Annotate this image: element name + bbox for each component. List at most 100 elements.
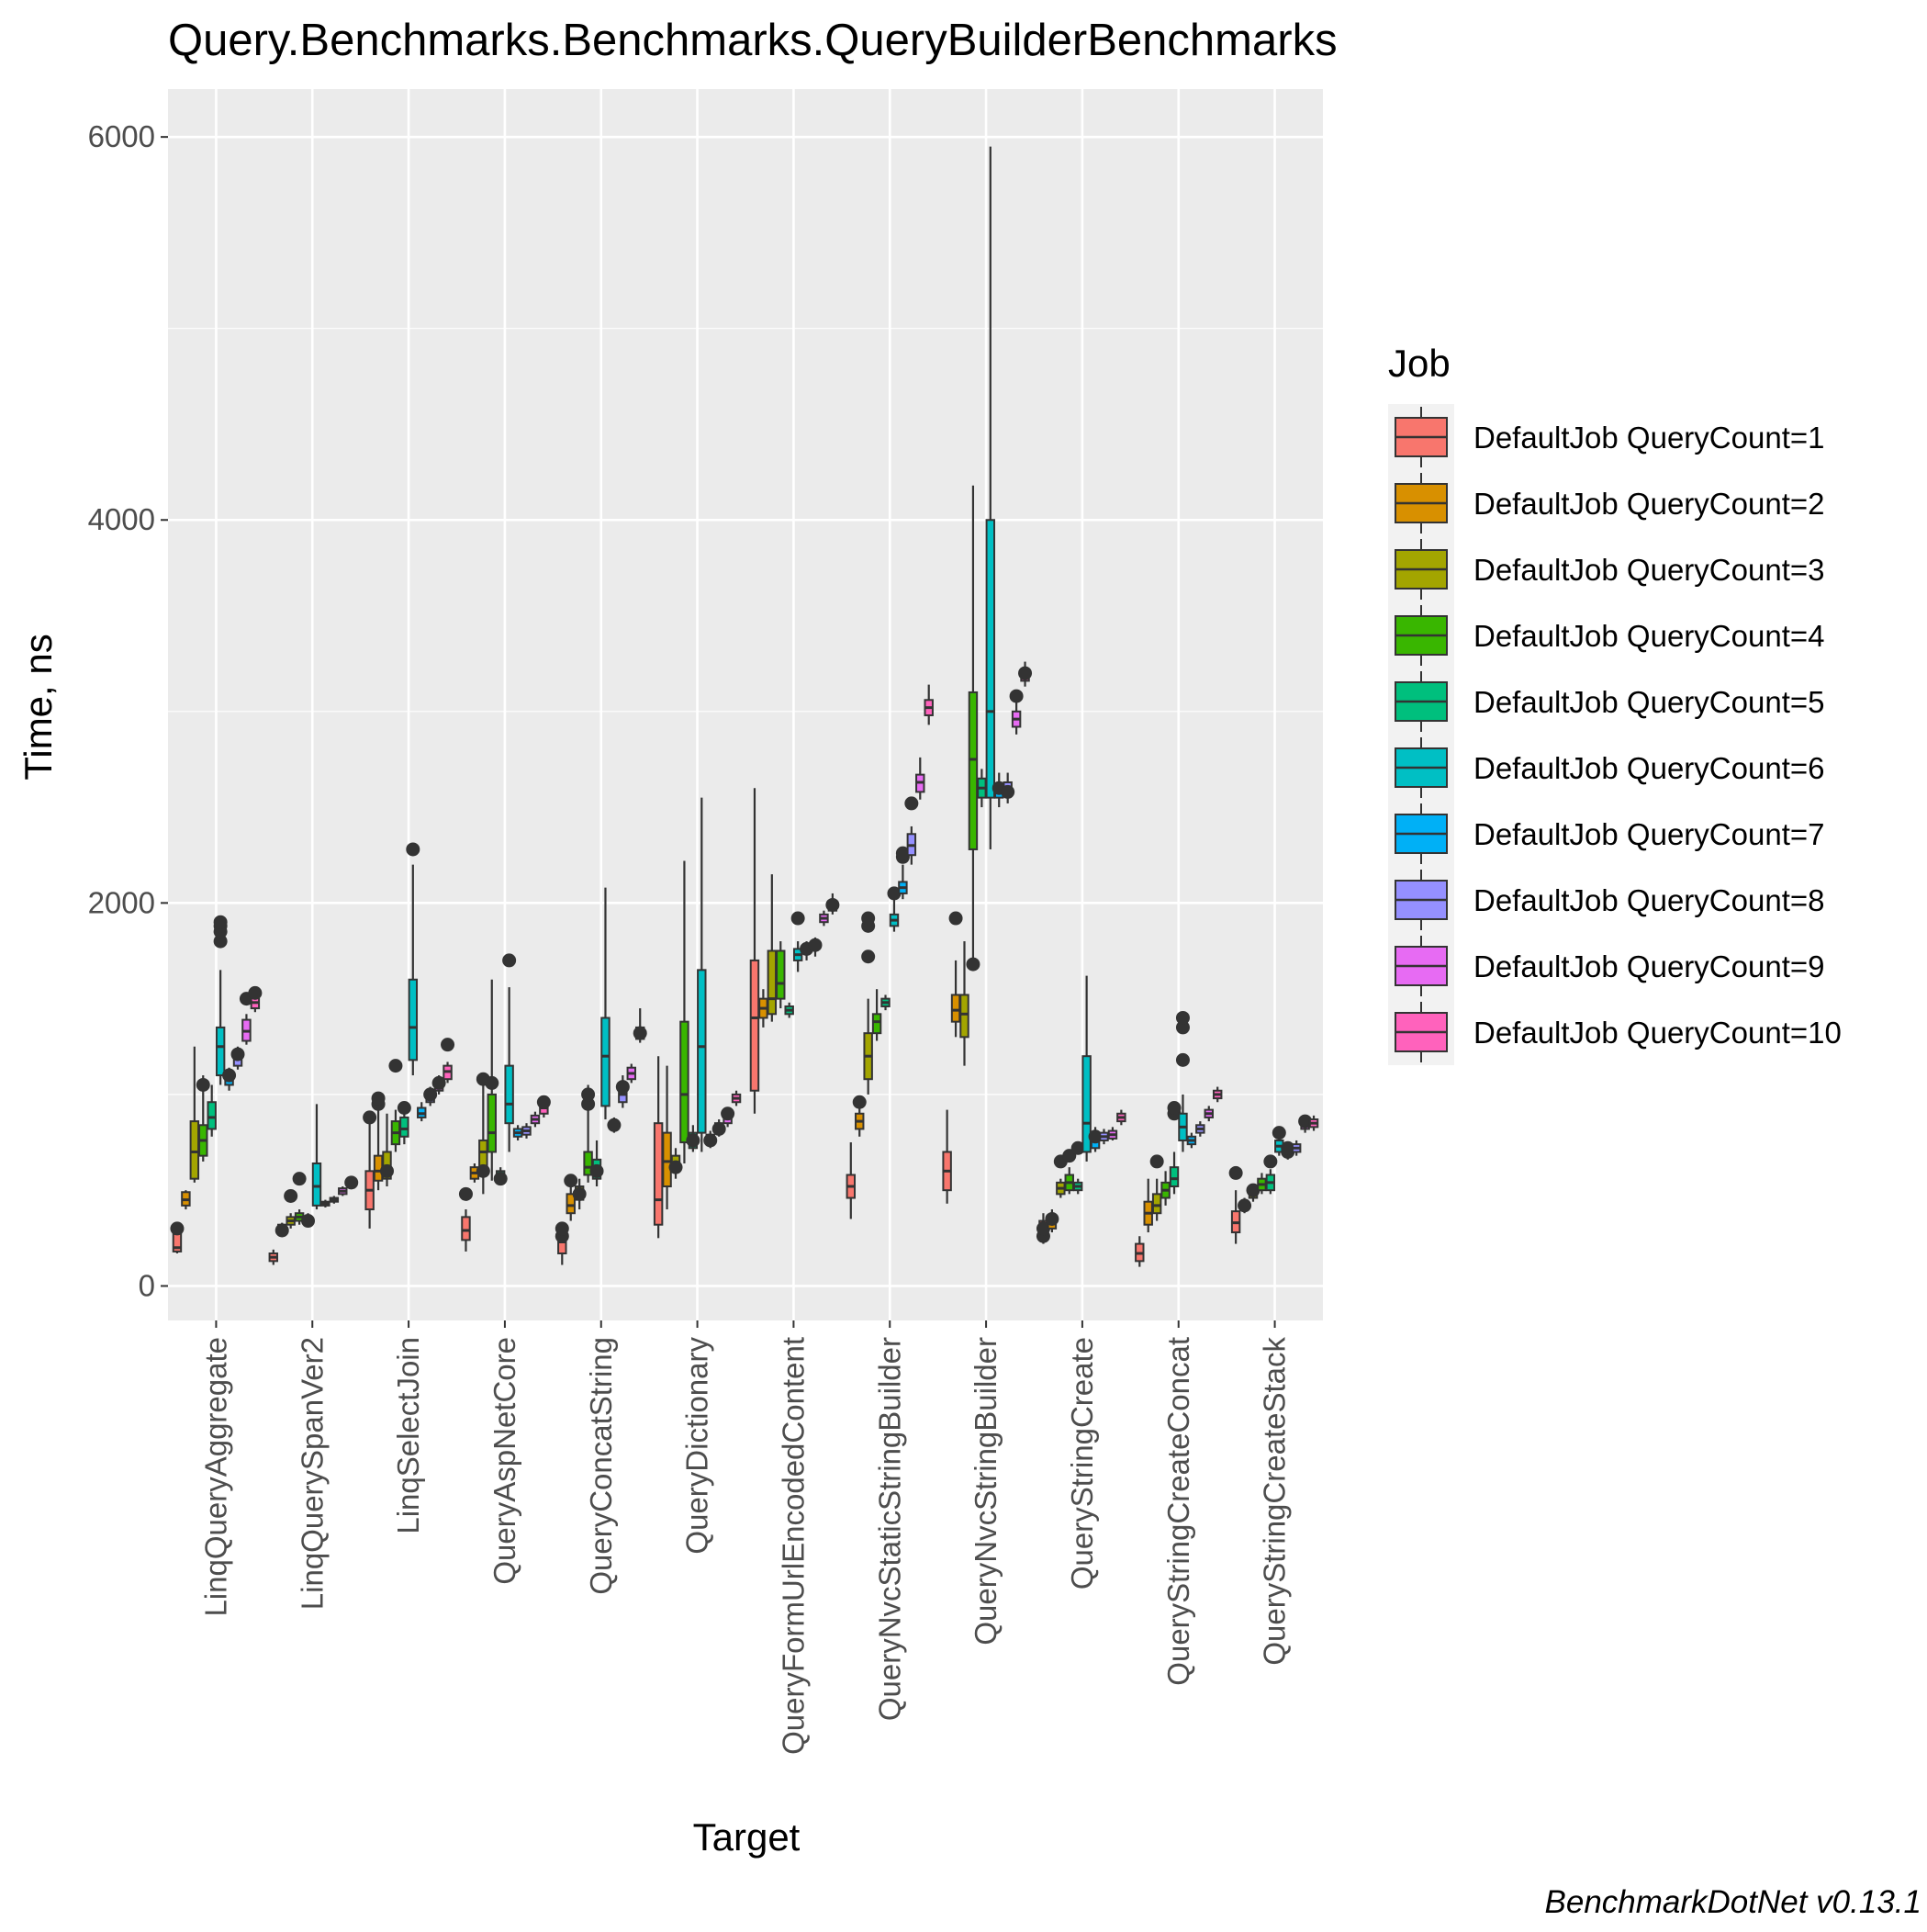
box-job-2 [662, 1065, 672, 1210]
box-body [679, 1020, 689, 1144]
box-job-8 [1099, 1129, 1109, 1145]
outlier-point [1228, 1165, 1243, 1180]
box-body [487, 1093, 497, 1153]
box-job-7 [1088, 1127, 1103, 1152]
box-job-1 [749, 788, 760, 1114]
x-axis-title: Target [693, 1815, 801, 1859]
box-job-10 [248, 985, 263, 1013]
outlier-point [861, 911, 876, 926]
outlier-point [301, 1214, 316, 1229]
outlier-point [222, 1068, 237, 1083]
box-job-2 [371, 1091, 386, 1191]
outlier-point [1149, 1154, 1164, 1169]
outlier-point [1272, 1126, 1286, 1140]
x-tick-label: LinqQueryAggregate [198, 1337, 232, 1617]
box-job-8 [904, 796, 919, 865]
outlier-point [1088, 1129, 1103, 1144]
outlier-point [555, 1221, 569, 1236]
box-body [566, 1193, 576, 1215]
box-job-5 [1070, 1140, 1085, 1195]
box-job-8 [329, 1196, 340, 1204]
box-job-1 [942, 1109, 952, 1204]
outlier-point [388, 1059, 403, 1073]
outlier-point [397, 1101, 411, 1116]
box-job-7 [417, 1102, 427, 1122]
box-job-6 [502, 953, 517, 1152]
y-tick-label: 6000 [88, 119, 155, 153]
outlier-point [1175, 1020, 1190, 1035]
x-tick-label: QueryStringCreateConcat [1161, 1337, 1195, 1686]
legend-label: DefaultJob QueryCount=8 [1473, 883, 1824, 917]
outlier-point [248, 985, 263, 1000]
outlier-point [379, 1163, 394, 1178]
box-job-6 [311, 1104, 322, 1210]
box-job-2 [758, 989, 768, 1028]
x-tick-label: QueryStringCreateStack [1258, 1337, 1292, 1666]
box-job-5 [880, 994, 891, 1011]
outlier-point [703, 1133, 718, 1148]
box-job-4 [292, 1172, 307, 1225]
legend-label: DefaultJob QueryCount=7 [1473, 817, 1824, 851]
legend-item: DefaultJob QueryCount=7 [1395, 803, 1824, 864]
outlier-point [493, 1172, 508, 1186]
legend-label: DefaultJob QueryCount=2 [1473, 487, 1824, 521]
box-body [600, 1017, 611, 1107]
outlier-point [485, 1075, 499, 1090]
outlier-point [213, 915, 228, 929]
chart-caption: BenchmarkDotNet v0.13.1 [1545, 1884, 1921, 1920]
outlier-point [615, 1080, 630, 1095]
box-job-10 [633, 1008, 647, 1043]
box-job-1 [653, 1056, 664, 1239]
box-job-9 [1204, 1106, 1214, 1122]
legend-label: DefaultJob QueryCount=6 [1473, 751, 1824, 785]
box-body [215, 1026, 226, 1077]
box-job-2 [1143, 1178, 1153, 1233]
box-job-6 [600, 887, 611, 1120]
outlier-point [170, 1221, 185, 1236]
box-job-8 [1195, 1121, 1205, 1137]
outlier-point [904, 796, 919, 811]
box-job-7 [607, 1117, 622, 1133]
box-body [871, 1013, 882, 1035]
box-job-6 [1272, 1126, 1286, 1156]
box-job-9 [1298, 1114, 1313, 1133]
legend-label: DefaultJob QueryCount=1 [1473, 421, 1824, 455]
legend-item: DefaultJob QueryCount=10 [1395, 1002, 1842, 1062]
y-tick-label: 4000 [88, 502, 155, 536]
box-body [311, 1162, 322, 1207]
box-body [653, 1122, 664, 1226]
box-body [504, 1064, 514, 1125]
box-body [583, 1151, 593, 1176]
legend-title: Job [1388, 342, 1451, 385]
box-job-4 [581, 1084, 596, 1183]
box-job-9 [915, 757, 925, 800]
box-job-5 [977, 769, 987, 808]
x-tick-label: QueryAspNetCore [487, 1337, 521, 1585]
outlier-point [536, 1095, 551, 1109]
outlier-point [284, 1188, 298, 1203]
box-job-1 [1228, 1165, 1243, 1244]
legend-item: DefaultJob QueryCount=9 [1395, 936, 1824, 996]
box-job-5 [397, 1101, 411, 1145]
box-body [207, 1101, 217, 1130]
box-job-9 [338, 1186, 348, 1196]
legend-item: DefaultJob QueryCount=5 [1395, 671, 1824, 732]
outlier-point [406, 842, 420, 857]
outlier-point [1167, 1101, 1182, 1116]
legend-label: DefaultJob QueryCount=5 [1473, 685, 1824, 719]
outlier-point [581, 1087, 596, 1102]
legend-label: DefaultJob QueryCount=4 [1473, 619, 1824, 653]
box-job-7 [800, 941, 814, 960]
box-job-6 [1175, 1010, 1190, 1152]
outlier-point [196, 1077, 210, 1092]
box-job-1 [1135, 1236, 1145, 1267]
y-axis-title: Time, ns [17, 634, 60, 780]
box-job-7 [512, 1125, 523, 1140]
outlier-point [274, 1223, 289, 1238]
box-job-10 [536, 1095, 551, 1118]
outlier-point [852, 1095, 867, 1109]
box-job-9 [626, 1063, 636, 1084]
box-job-5 [686, 1125, 700, 1152]
box-job-10 [1116, 1109, 1126, 1126]
